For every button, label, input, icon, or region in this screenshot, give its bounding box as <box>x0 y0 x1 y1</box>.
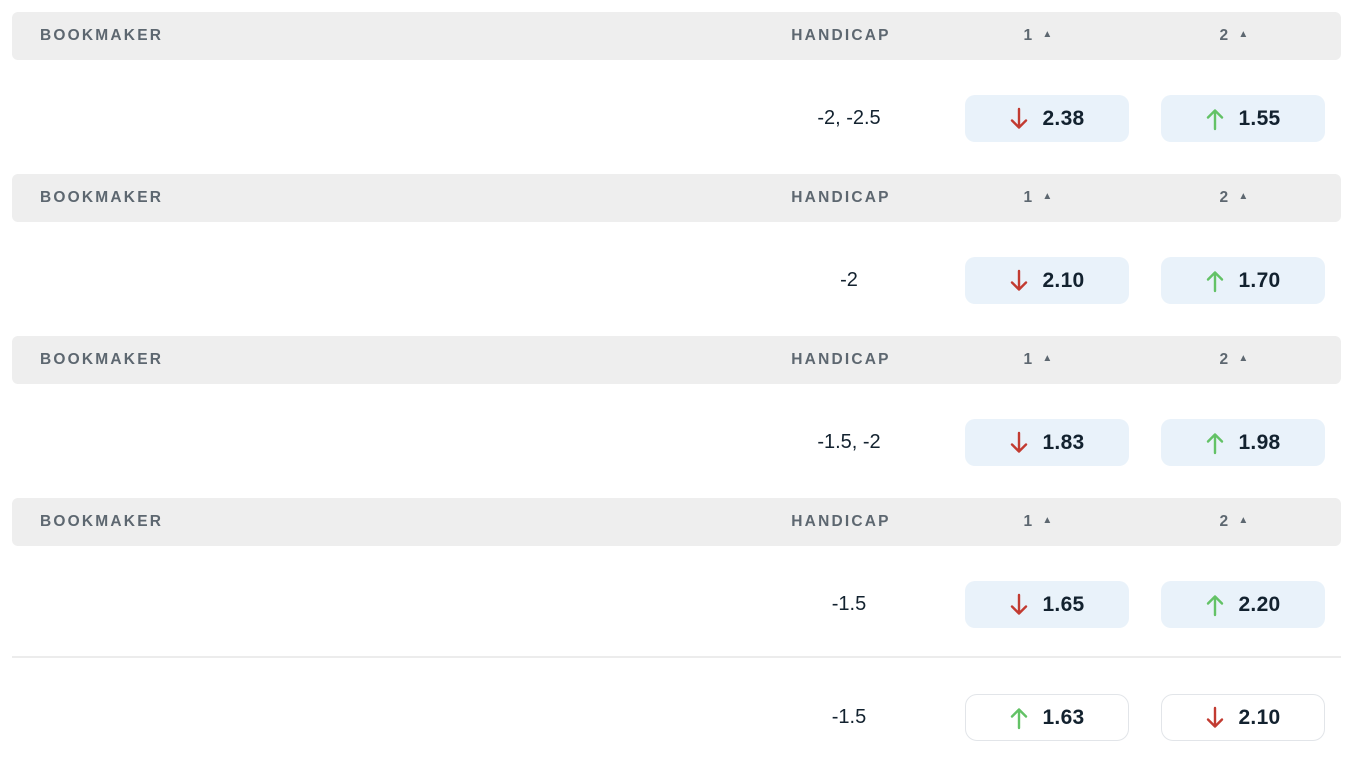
handicap-value: -1.5 <box>831 593 867 615</box>
odds2-value: 1.98 <box>1238 430 1281 454</box>
odds2-cell: 1.70 <box>1145 257 1341 304</box>
odds1-button[interactable]: 1.63 <box>965 694 1129 741</box>
odds-row: -1.5, -2 1.83 1.98 <box>12 419 1341 466</box>
odds2-column-label: 2 <box>1219 189 1231 206</box>
odds1-cell: 1.65 <box>949 581 1145 628</box>
odds2-value: 2.20 <box>1238 592 1281 616</box>
odds1-button[interactable]: 2.10 <box>965 257 1129 304</box>
odds-up-arrow-icon <box>1207 270 1224 292</box>
odds1-cell: 1.63 <box>949 694 1145 741</box>
odds1-value: 2.10 <box>1042 268 1085 292</box>
odds1-cell: 2.38 <box>949 95 1145 142</box>
odds-comparison-table: BOOKMAKER HANDICAP 1 ▲ 2 ▲ -2, -2.5 2.38 <box>0 12 1348 741</box>
sort-asc-icon: ▲ <box>1042 353 1055 364</box>
bookmaker-section: -1.5 1.63 2.10 <box>0 656 1348 741</box>
odds2-cell: 1.98 <box>1145 419 1341 466</box>
section-divider <box>12 656 1341 658</box>
odds-down-arrow-icon <box>1011 107 1028 129</box>
odds-row: -1.5 1.65 2.20 <box>12 581 1341 628</box>
handicap-column-header: HANDICAP <box>791 513 891 530</box>
odds2-value: 1.55 <box>1238 106 1281 130</box>
odds1-column-label: 1 <box>1023 27 1035 44</box>
odds-up-arrow-icon <box>1207 432 1224 454</box>
table-header-row: BOOKMAKER HANDICAP 1 ▲ 2 ▲ <box>12 12 1341 60</box>
bookmaker-section: BOOKMAKER HANDICAP 1 ▲ 2 ▲ -1.5, -2 1.83 <box>0 336 1348 466</box>
handicap-value: -1.5, -2 <box>817 431 881 453</box>
odds1-value: 1.83 <box>1042 430 1085 454</box>
table-header-row: BOOKMAKER HANDICAP 1 ▲ 2 ▲ <box>12 498 1341 546</box>
sort-asc-icon: ▲ <box>1042 191 1055 202</box>
bookmaker-section: BOOKMAKER HANDICAP 1 ▲ 2 ▲ -1.5 1.65 <box>0 498 1348 628</box>
sort-asc-icon: ▲ <box>1238 515 1251 526</box>
table-header-row: BOOKMAKER HANDICAP 1 ▲ 2 ▲ <box>12 336 1341 384</box>
odds1-sort-header[interactable]: 1 ▲ <box>941 513 1137 531</box>
odds2-column-label: 2 <box>1219 513 1231 530</box>
odds-down-arrow-icon <box>1011 269 1028 291</box>
odds2-cell: 1.55 <box>1145 95 1341 142</box>
odds-up-arrow-icon <box>1207 594 1224 616</box>
bookmaker-section: BOOKMAKER HANDICAP 1 ▲ 2 ▲ -2 2.10 <box>0 174 1348 304</box>
odds1-column-label: 1 <box>1023 189 1035 206</box>
sort-asc-icon: ▲ <box>1238 191 1251 202</box>
sort-asc-icon: ▲ <box>1042 29 1055 40</box>
odds-row: -2, -2.5 2.38 1.55 <box>12 95 1341 142</box>
handicap-value: -2 <box>840 269 858 291</box>
odds2-column-label: 2 <box>1219 351 1231 368</box>
bookmaker-section: BOOKMAKER HANDICAP 1 ▲ 2 ▲ -2, -2.5 2.38 <box>0 12 1348 142</box>
handicap-value: -2, -2.5 <box>817 107 881 129</box>
sort-asc-icon: ▲ <box>1238 353 1251 364</box>
bookmaker-column-header: BOOKMAKER <box>40 351 164 368</box>
odds-down-arrow-icon <box>1011 431 1028 453</box>
odds1-sort-header[interactable]: 1 ▲ <box>941 351 1137 369</box>
odds-row: -1.5 1.63 2.10 <box>12 694 1341 741</box>
odds-up-arrow-icon <box>1207 108 1224 130</box>
odds2-sort-header[interactable]: 2 ▲ <box>1137 27 1333 45</box>
odds2-cell: 2.20 <box>1145 581 1341 628</box>
odds1-button[interactable]: 1.83 <box>965 419 1129 466</box>
odds2-button[interactable]: 2.10 <box>1161 694 1325 741</box>
handicap-column-header: HANDICAP <box>791 27 891 44</box>
odds2-button[interactable]: 1.70 <box>1161 257 1325 304</box>
odds1-button[interactable]: 2.38 <box>965 95 1129 142</box>
bookmaker-column-header: BOOKMAKER <box>40 513 164 530</box>
odds-row: -2 2.10 1.70 <box>12 257 1341 304</box>
odds1-sort-header[interactable]: 1 ▲ <box>941 189 1137 207</box>
odds1-column-label: 1 <box>1023 513 1035 530</box>
odds2-value: 1.70 <box>1238 268 1281 292</box>
odds2-sort-header[interactable]: 2 ▲ <box>1137 351 1333 369</box>
odds1-value: 2.38 <box>1042 106 1085 130</box>
odds1-value: 1.65 <box>1042 592 1085 616</box>
odds1-cell: 1.83 <box>949 419 1145 466</box>
odds2-value: 2.10 <box>1238 705 1281 729</box>
odds1-sort-header[interactable]: 1 ▲ <box>941 27 1137 45</box>
table-header-row: BOOKMAKER HANDICAP 1 ▲ 2 ▲ <box>12 174 1341 222</box>
odds1-button[interactable]: 1.65 <box>965 581 1129 628</box>
sort-asc-icon: ▲ <box>1042 515 1055 526</box>
odds1-column-label: 1 <box>1023 351 1035 368</box>
odds-up-arrow-icon <box>1011 707 1028 729</box>
bookmaker-column-header: BOOKMAKER <box>40 27 164 44</box>
odds-down-arrow-icon <box>1011 593 1028 615</box>
bookmaker-column-header: BOOKMAKER <box>40 189 164 206</box>
odds2-sort-header[interactable]: 2 ▲ <box>1137 513 1333 531</box>
odds1-value: 1.63 <box>1042 705 1085 729</box>
handicap-value: -1.5 <box>831 706 867 728</box>
odds2-column-label: 2 <box>1219 27 1231 44</box>
odds2-button[interactable]: 2.20 <box>1161 581 1325 628</box>
handicap-column-header: HANDICAP <box>791 189 891 206</box>
odds-down-arrow-icon <box>1207 706 1224 728</box>
odds2-button[interactable]: 1.98 <box>1161 419 1325 466</box>
odds2-cell: 2.10 <box>1145 694 1341 741</box>
odds1-cell: 2.10 <box>949 257 1145 304</box>
sort-asc-icon: ▲ <box>1238 29 1251 40</box>
odds2-button[interactable]: 1.55 <box>1161 95 1325 142</box>
handicap-column-header: HANDICAP <box>791 351 891 368</box>
odds2-sort-header[interactable]: 2 ▲ <box>1137 189 1333 207</box>
